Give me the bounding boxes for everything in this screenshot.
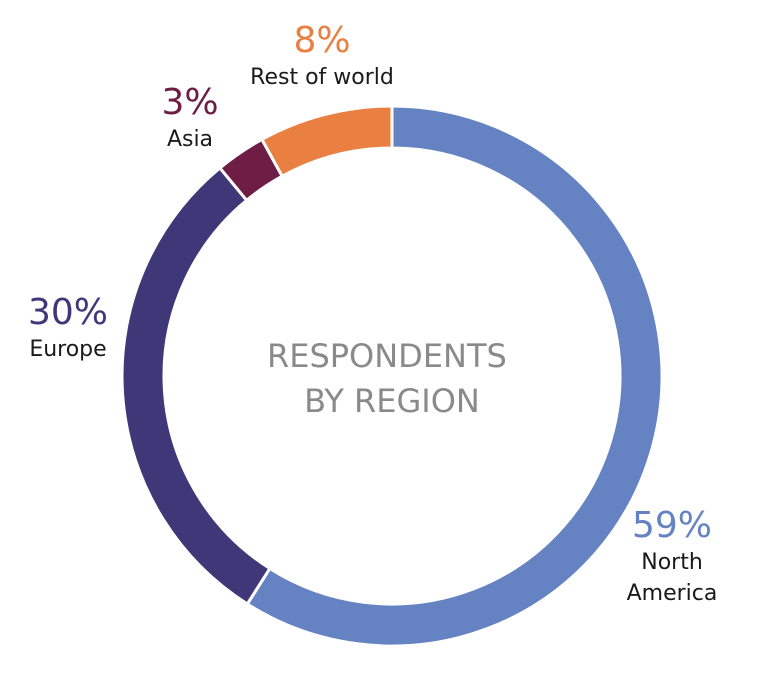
value-label-rest-of-world: 8% [293, 20, 350, 61]
region-label-asia: Asia [167, 127, 213, 152]
region-label-rest-of-world: Rest of world [250, 65, 394, 90]
value-label-north-america: 59% [632, 505, 712, 546]
region-label-north-america-line-1: North [641, 550, 703, 575]
chart-title: RESPONDENTS BY REGION [267, 337, 517, 420]
chart-title-line-2: BY REGION [304, 382, 480, 420]
chart-title-line-1: RESPONDENTS [267, 337, 507, 375]
slice-north-america [245, 104, 664, 648]
region-label-europe: Europe [29, 337, 106, 362]
slice-europe [120, 165, 272, 607]
slice-labels: 59% North America 30% Europe 3% Asia 8% Rest of … [28, 20, 717, 606]
region-label-north-america-line-2: America [627, 581, 718, 606]
donut-slices [120, 104, 664, 648]
value-label-asia: 3% [161, 82, 218, 123]
value-label-europe: 30% [28, 292, 108, 333]
slice-rest-of-world [259, 104, 394, 179]
